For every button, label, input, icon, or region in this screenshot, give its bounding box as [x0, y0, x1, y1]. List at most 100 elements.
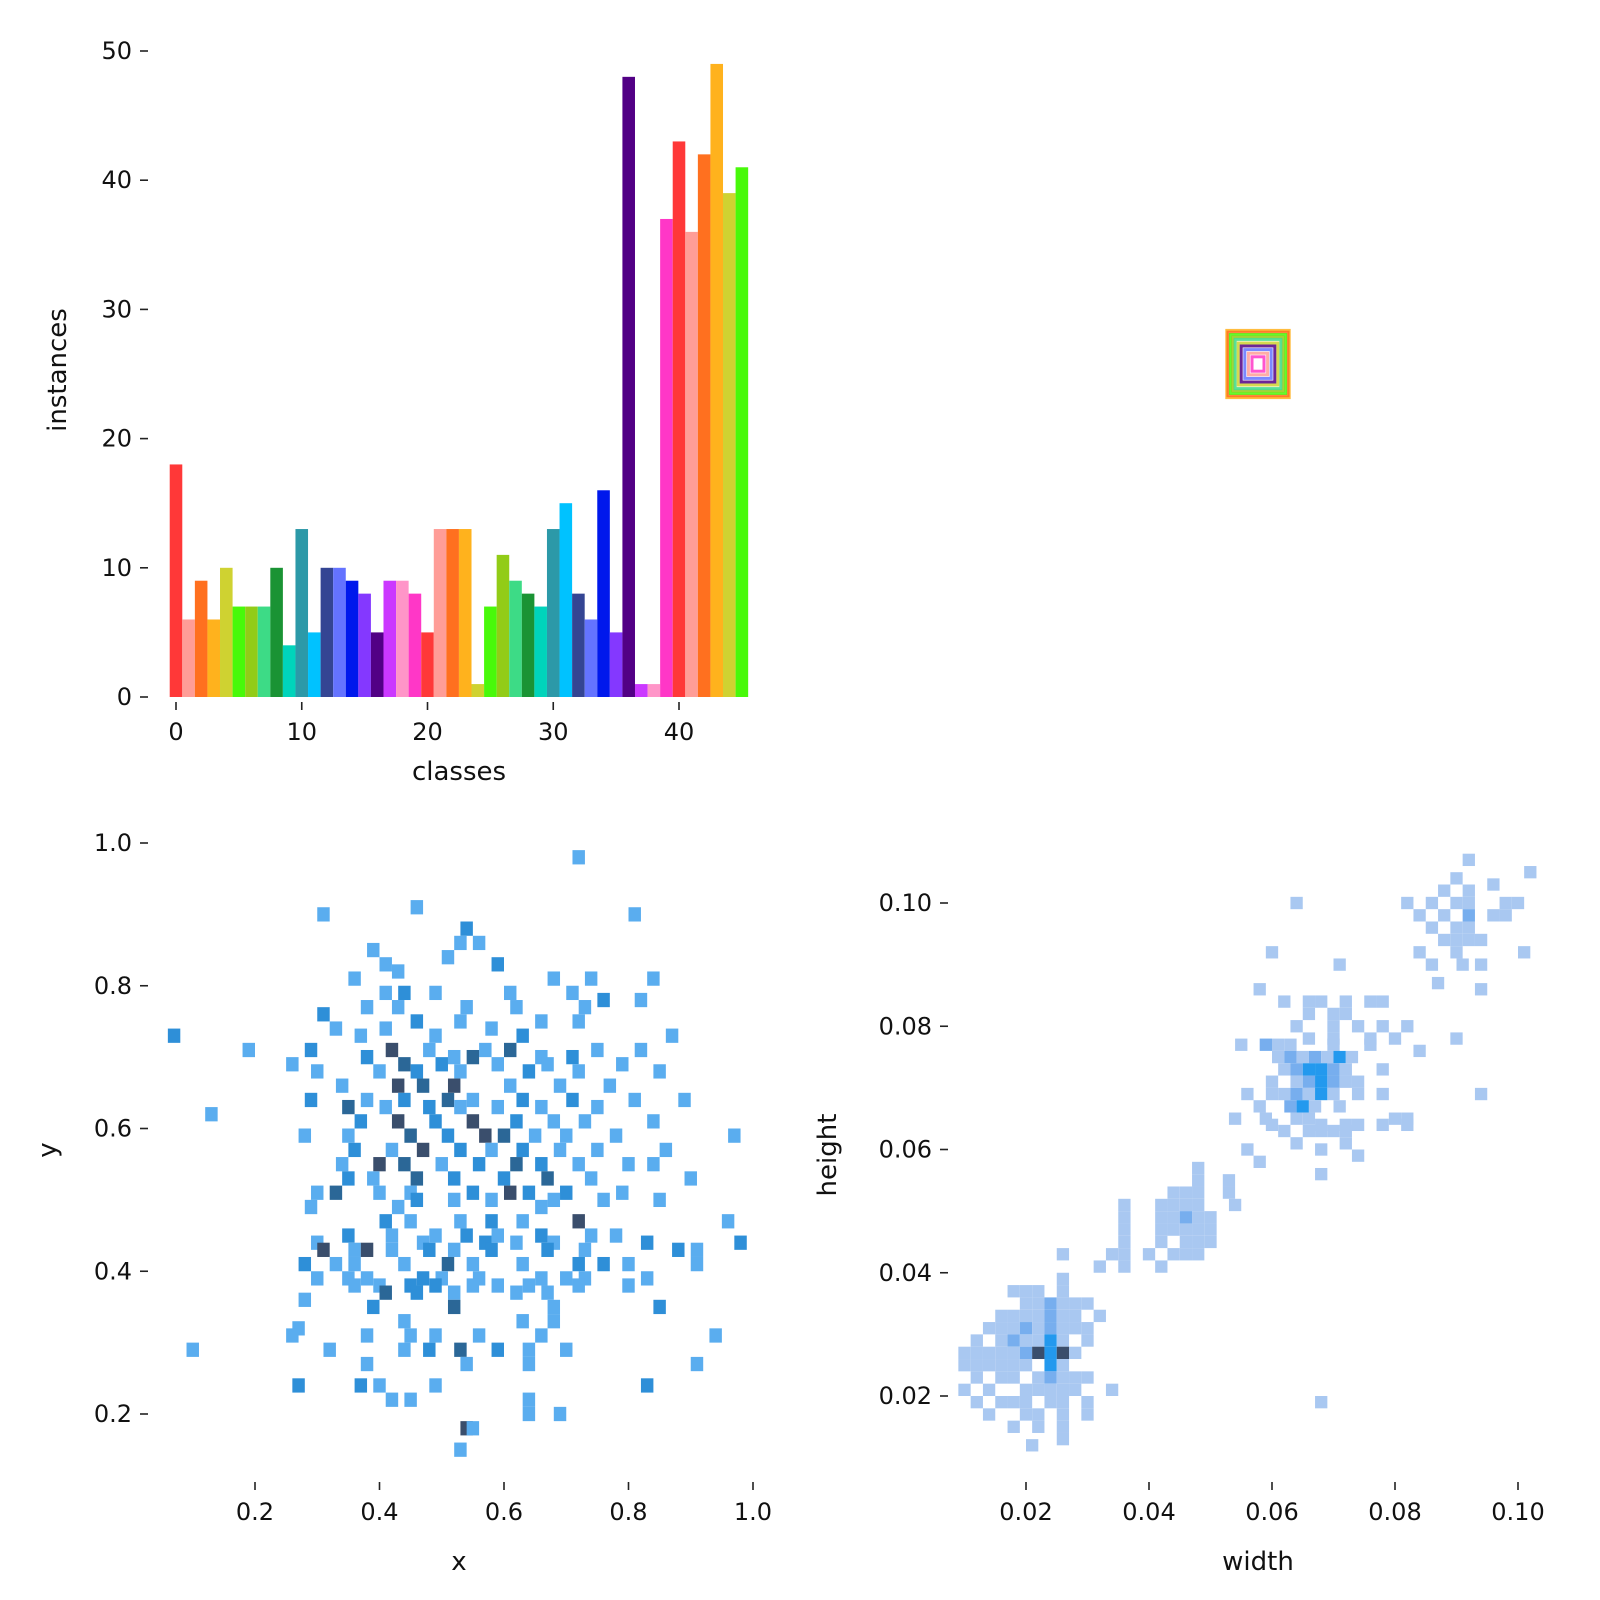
heatmap-cell: [466, 1049, 480, 1065]
heatmap-cell: [709, 1328, 722, 1343]
y-tick-label: 0: [117, 683, 132, 711]
heatmap-cell: [1044, 1346, 1057, 1360]
heatmap-cell: [454, 1142, 467, 1158]
heatmap-cell: [553, 1142, 567, 1158]
y-tick-label: 0.02: [879, 1382, 932, 1410]
label-box: [1236, 341, 1280, 387]
heatmap-cell: [1204, 1211, 1217, 1224]
heatmap-cell: [1222, 1186, 1236, 1199]
heatmap-cell: [1364, 995, 1377, 1008]
heatmap-cell: [497, 1171, 511, 1186]
heatmap-cell: [454, 1064, 467, 1079]
bar-class-10: [295, 529, 309, 697]
heatmap-cell: [479, 1042, 492, 1058]
x-axis-ticks: 0.02 0.04 0.06 0.08 0.10: [999, 1482, 1545, 1526]
heatmap-cell: [1376, 1063, 1389, 1076]
heatmap-cell: [1450, 872, 1463, 885]
heatmap-cell: [1192, 1186, 1205, 1199]
heatmap-cell: [304, 1092, 318, 1108]
x-tick-label: 0.6: [485, 1498, 523, 1526]
heatmap-cell: [616, 1185, 629, 1200]
label-box: [1228, 333, 1288, 395]
heatmap-cell: [1056, 1285, 1070, 1298]
xy-heatmap: 0.2 0.4 0.6 0.8 1.0 0.2 0.4 0.6 0.8 1.0 x y: [33, 829, 772, 1577]
x-tick-label: 0.8: [609, 1498, 647, 1526]
heatmap-cell: [560, 1271, 573, 1286]
x-axis-label: classes: [412, 757, 506, 787]
heatmap-cell: [690, 1256, 704, 1272]
heatmap-cell: [1019, 1285, 1033, 1298]
heatmap-cell: [298, 1292, 312, 1307]
heatmap-cell: [398, 985, 411, 1001]
heatmap-cell: [535, 1228, 548, 1243]
heatmap-cell: [472, 935, 486, 951]
heatmap-cell: [497, 1128, 511, 1143]
heatmap-cell: [1118, 1235, 1131, 1249]
heatmap-cell: [653, 1192, 666, 1208]
heatmap-cell: [1056, 1408, 1070, 1421]
heatmap-cell: [1192, 1174, 1205, 1187]
heatmap-cell: [721, 1214, 735, 1229]
bar-class-0: [169, 464, 183, 697]
heatmap-cell: [1302, 1032, 1316, 1045]
wh-heatmap-cells: [958, 853, 1537, 1452]
y-tick-label: 0.2: [94, 1400, 132, 1428]
heatmap-cell: [423, 1242, 436, 1257]
y-tick-label: 0.06: [879, 1136, 932, 1164]
heatmap-cell: [1056, 1432, 1070, 1446]
heatmap-cell: [1179, 1248, 1193, 1261]
heatmap-cell: [547, 971, 561, 986]
bar-class-36: [622, 76, 635, 698]
heatmap-cell: [385, 1228, 399, 1243]
heatmap-cell: [1081, 1408, 1094, 1421]
heatmap-cell: [379, 1214, 392, 1229]
heatmap-cell: [1032, 1285, 1045, 1298]
heatmap-cell: [1302, 1007, 1316, 1021]
y-tick-label: 40: [101, 166, 132, 194]
heatmap-cell: [373, 1185, 386, 1200]
heatmap-cell: [404, 1214, 417, 1229]
heatmap-cell: [429, 985, 442, 1001]
heatmap-cell: [447, 1049, 461, 1065]
heatmap-cell: [454, 1099, 467, 1115]
heatmap-cell: [1351, 1149, 1365, 1162]
heatmap-cell: [609, 1228, 623, 1243]
heatmap-cell: [1105, 1248, 1119, 1261]
bar-class-44: [723, 193, 736, 697]
heatmap-cell: [1474, 958, 1488, 971]
heatmap-cell: [1376, 1020, 1389, 1033]
y-tick-label: 30: [101, 295, 132, 323]
heatmap-cell: [1302, 1075, 1316, 1088]
heatmap-cell: [1032, 1371, 1045, 1384]
x-tick-label: 0.08: [1368, 1498, 1421, 1526]
heatmap-cell: [242, 1042, 255, 1058]
x-tick-label: 0.04: [1122, 1498, 1175, 1526]
class-instances-bar-chart: 0 10 20 30 40 50 0 10 20 30 40 classes instances: [43, 37, 749, 787]
heatmap-cell: [1167, 1223, 1180, 1236]
heatmap-cell: [1019, 1297, 1033, 1310]
bar-class-29: [534, 606, 547, 697]
heatmap-cell: [659, 1142, 673, 1158]
heatmap-cell: [1032, 1334, 1045, 1347]
bar-class-3: [207, 619, 221, 697]
heatmap-cell: [1204, 1235, 1217, 1249]
bar-class-30: [546, 529, 560, 697]
bar-class-18: [396, 580, 409, 697]
heatmap-cell: [1290, 1112, 1303, 1125]
heatmap-cell: [995, 1322, 1008, 1335]
heatmap-cell: [1376, 1087, 1389, 1101]
heatmap-cell: [566, 1049, 579, 1065]
bar-class-25: [484, 606, 497, 697]
heatmap-cell: [1278, 995, 1291, 1008]
heatmap-cell: [584, 1228, 598, 1243]
bar-class-24: [471, 684, 485, 697]
heatmap-cell: [360, 1328, 374, 1343]
heatmap-cell: [1179, 1211, 1193, 1224]
heatmap-cell: [1056, 1346, 1070, 1360]
heatmap-cell: [578, 1114, 592, 1129]
heatmap-cell: [1032, 1408, 1045, 1421]
heatmap-cell: [553, 1078, 567, 1093]
bar-class-13: [333, 567, 346, 697]
x-axis-ticks: 0 10 20 30 40: [168, 702, 694, 746]
heatmap-cell: [485, 1192, 498, 1208]
